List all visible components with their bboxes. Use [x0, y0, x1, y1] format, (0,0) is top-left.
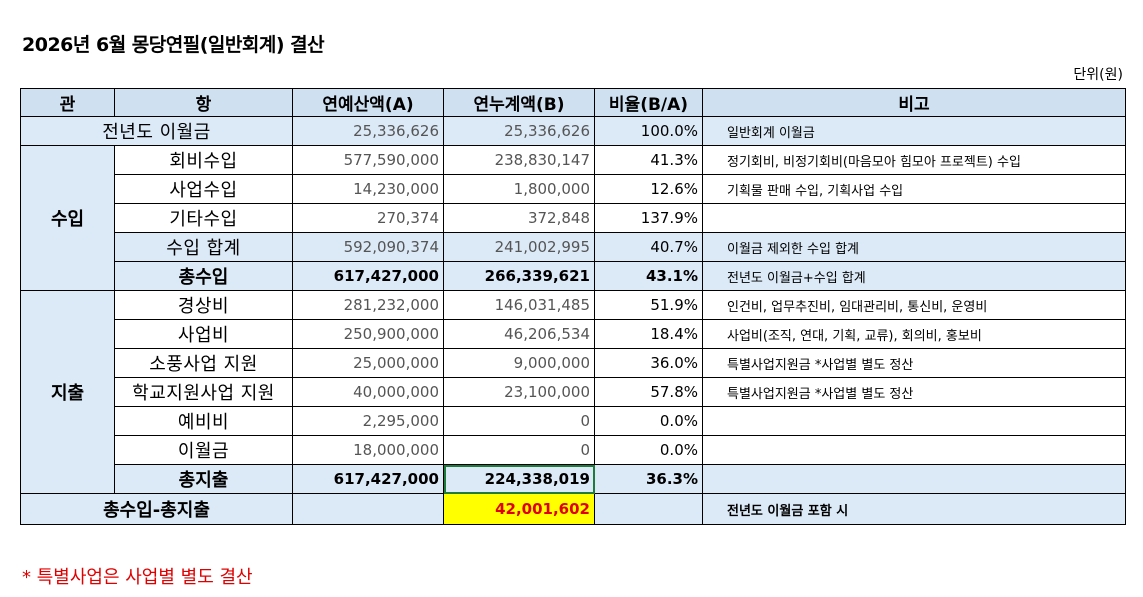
budget-cell[interactable]: 14,230,000 [292, 174, 444, 204]
section-expense[interactable]: 지출 [20, 290, 115, 494]
actual-cell[interactable]: 238,830,147 [443, 145, 595, 175]
ratio-cell[interactable]: 12.6% [594, 174, 703, 204]
table-row-income-subtotal: 수입 합계 592,090,374 241,002,995 40.7% 이월금 … [20, 232, 1126, 262]
actual-cell[interactable]: 266,339,621 [443, 261, 595, 291]
actual-cell[interactable]: 1,800,000 [443, 174, 595, 204]
header-row: 관 항 연예산액(A) 연누계액(B) 비율(B/A) 비고 [20, 88, 1126, 117]
table-row-expense-total: 총지출 617,427,000 224,338,019 36.3% [20, 464, 1126, 494]
note-cell[interactable]: 사업비(조직, 연대, 기획, 교류), 회의비, 홍보비 [702, 319, 1126, 349]
row-label[interactable]: 전년도 이월금 [20, 116, 293, 146]
row-label[interactable]: 기타수입 [114, 203, 293, 233]
row-label[interactable]: 사업비 [114, 319, 293, 349]
table-row-balance: 총수입-총지출 42,001,602 전년도 이월금 포함 시 [20, 493, 1126, 525]
row-label[interactable]: 예비비 [114, 406, 293, 436]
row-label[interactable]: 소풍사업 지원 [114, 348, 293, 378]
footnote: * 특별사업은 사업별 별도 결산 [22, 567, 253, 588]
row-label[interactable]: 경상비 [114, 290, 293, 320]
table-row-carryover: 전년도 이월금 25,336,626 25,336,626 100.0% 일반회… [20, 116, 1126, 146]
ratio-cell[interactable]: 41.3% [594, 145, 703, 175]
budget-cell[interactable]: 25,000,000 [292, 348, 444, 378]
note-cell[interactable] [702, 406, 1126, 436]
ratio-cell[interactable]: 0.0% [594, 435, 703, 465]
row-label[interactable]: 총지출 [114, 464, 293, 494]
note-cell[interactable]: 특별사업지원금 *사업별 별도 정산 [702, 377, 1126, 407]
budget-cell[interactable]: 617,427,000 [292, 261, 444, 291]
budget-cell[interactable]: 40,000,000 [292, 377, 444, 407]
note-cell[interactable] [702, 435, 1126, 465]
actual-cell[interactable]: 0 [443, 435, 595, 465]
row-label[interactable]: 이월금 [114, 435, 293, 465]
ratio-cell[interactable]: 36.3% [594, 464, 703, 494]
note-cell[interactable] [702, 464, 1126, 494]
table-row: 지출 경상비 281,232,000 146,031,485 51.9% 인건비… [20, 290, 1126, 494]
budget-cell[interactable]: 270,374 [292, 203, 444, 233]
ratio-cell[interactable]: 18.4% [594, 319, 703, 349]
budget-cell[interactable]: 592,090,374 [292, 232, 444, 262]
ratio-cell[interactable]: 51.9% [594, 290, 703, 320]
ratio-cell[interactable] [594, 493, 703, 525]
budget-cell[interactable]: 2,295,000 [292, 406, 444, 436]
budget-cell[interactable]: 577,590,000 [292, 145, 444, 175]
budget-cell[interactable] [292, 493, 444, 525]
table-row: 학교지원사업 지원 40,000,000 23,100,000 57.8% 특별… [20, 377, 1126, 407]
table-row: 예비비 2,295,000 0 0.0% [20, 406, 1126, 436]
actual-cell[interactable]: 372,848 [443, 203, 595, 233]
note-cell[interactable]: 전년도 이월금 포함 시 [702, 493, 1126, 525]
section-income[interactable]: 수입 [20, 145, 115, 291]
note-cell[interactable]: 일반회계 이월금 [702, 116, 1126, 146]
actual-cell-selected[interactable]: 224,338,019 [443, 464, 595, 494]
actual-cell[interactable]: 25,336,626 [443, 116, 595, 146]
header-ratio: 비율(B/A) [594, 88, 703, 117]
balance-actual-cell[interactable]: 42,001,602 [443, 493, 595, 525]
row-label[interactable]: 회비수입 [114, 145, 293, 175]
table-row: 소풍사업 지원 25,000,000 9,000,000 36.0% 특별사업지… [20, 348, 1126, 378]
table-row: 이월금 18,000,000 0 0.0% [20, 435, 1126, 465]
header-note: 비고 [702, 88, 1126, 117]
actual-cell[interactable]: 23,100,000 [443, 377, 595, 407]
row-label[interactable]: 수입 합계 [114, 232, 293, 262]
budget-cell[interactable]: 281,232,000 [292, 290, 444, 320]
header-budget: 연예산액(A) [292, 88, 444, 117]
table-row: 사업수입 14,230,000 1,800,000 12.6% 기획물 판매 수… [20, 174, 1126, 204]
actual-cell[interactable]: 46,206,534 [443, 319, 595, 349]
note-cell[interactable]: 이월금 제외한 수입 합계 [702, 232, 1126, 262]
ratio-cell[interactable]: 0.0% [594, 406, 703, 436]
budget-cell[interactable]: 250,900,000 [292, 319, 444, 349]
actual-cell[interactable]: 241,002,995 [443, 232, 595, 262]
table-row: 수입 회비수입 577,590,000 238,830,147 41.3% 정기… [20, 145, 1126, 291]
table-row: 기타수입 270,374 372,848 137.9% [20, 203, 1126, 233]
ratio-cell[interactable]: 100.0% [594, 116, 703, 146]
row-label[interactable]: 총수입-총지출 [20, 493, 293, 525]
header-gwan: 관 [20, 88, 115, 117]
unit-label: 단위(원) [1073, 67, 1123, 83]
budget-cell[interactable]: 25,336,626 [292, 116, 444, 146]
row-label[interactable]: 사업수입 [114, 174, 293, 204]
ratio-cell[interactable]: 40.7% [594, 232, 703, 262]
page-title: 2026년 6월 몽당연필(일반회계) 결산 [22, 34, 325, 56]
settlement-table: 관 항 연예산액(A) 연누계액(B) 비율(B/A) 비고 전년도 이월금 2… [20, 88, 1126, 525]
actual-cell[interactable]: 146,031,485 [443, 290, 595, 320]
row-label[interactable]: 총수입 [114, 261, 293, 291]
budget-cell[interactable]: 617,427,000 [292, 464, 444, 494]
note-cell[interactable]: 기획물 판매 수입, 기획사업 수입 [702, 174, 1126, 204]
table-row-income-total: 총수입 617,427,000 266,339,621 43.1% 전년도 이월… [20, 261, 1126, 291]
note-cell[interactable]: 정기회비, 비정기회비(마음모아 힘모아 프로젝트) 수입 [702, 145, 1126, 175]
actual-cell[interactable]: 9,000,000 [443, 348, 595, 378]
budget-cell[interactable]: 18,000,000 [292, 435, 444, 465]
note-cell[interactable]: 전년도 이월금+수입 합계 [702, 261, 1126, 291]
ratio-cell[interactable]: 43.1% [594, 261, 703, 291]
header-hang: 항 [114, 88, 293, 117]
header-actual: 연누계액(B) [443, 88, 595, 117]
note-cell[interactable]: 특별사업지원금 *사업별 별도 정산 [702, 348, 1126, 378]
ratio-cell[interactable]: 137.9% [594, 203, 703, 233]
ratio-cell[interactable]: 36.0% [594, 348, 703, 378]
row-label[interactable]: 학교지원사업 지원 [114, 377, 293, 407]
ratio-cell[interactable]: 57.8% [594, 377, 703, 407]
table-row: 사업비 250,900,000 46,206,534 18.4% 사업비(조직,… [20, 319, 1126, 349]
note-cell[interactable]: 인건비, 업무추진비, 임대관리비, 통신비, 운영비 [702, 290, 1126, 320]
actual-cell[interactable]: 0 [443, 406, 595, 436]
note-cell[interactable] [702, 203, 1126, 233]
